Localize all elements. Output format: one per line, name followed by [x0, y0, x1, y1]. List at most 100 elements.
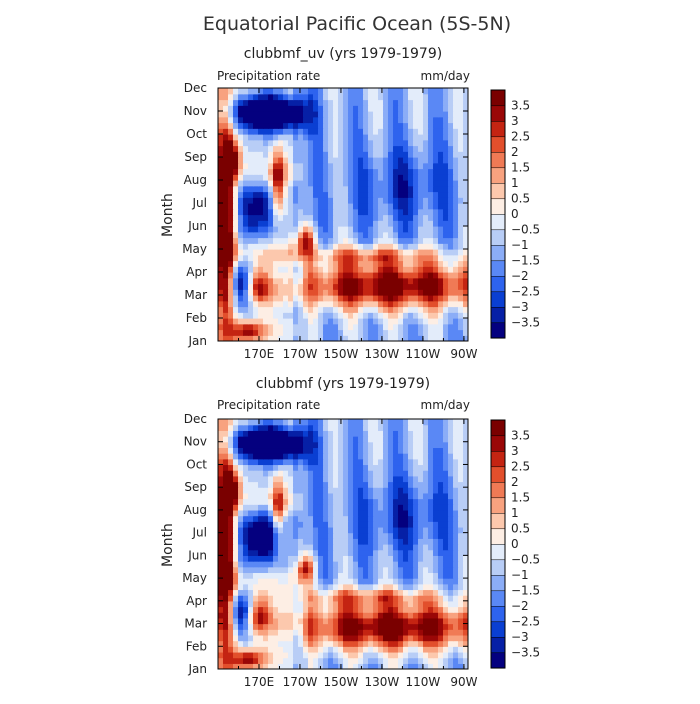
heatmap-cell	[383, 295, 389, 302]
heatmap-cell	[258, 487, 264, 494]
heatmap-cell	[223, 470, 229, 477]
heatmap-cell	[443, 300, 449, 308]
heatmap-cell	[223, 481, 229, 488]
heatmap-cell	[338, 128, 344, 135]
heatmap-cell	[263, 312, 269, 319]
heatmap-cell	[378, 266, 384, 273]
heatmap-cell	[428, 475, 434, 483]
heatmap-cell	[313, 122, 319, 129]
heatmap-cell	[238, 532, 244, 539]
heatmap-cell	[313, 640, 319, 647]
heatmap-cell	[258, 191, 264, 198]
colorbar-swatch	[490, 450, 506, 468]
heatmap-cell	[303, 168, 309, 175]
heatmap-cell	[463, 651, 468, 659]
heatmap-cell	[303, 260, 309, 267]
heatmap-cell	[338, 180, 344, 187]
heatmap-cell	[253, 538, 259, 545]
heatmap-cell	[333, 243, 339, 250]
heatmap-cell	[243, 634, 249, 642]
heatmap-cell	[333, 306, 339, 313]
heatmap-cell	[438, 174, 444, 181]
heatmap-cell	[283, 623, 289, 630]
heatmap-cell	[283, 651, 289, 659]
heatmap-cell	[268, 249, 274, 256]
heatmap-cell	[258, 122, 264, 129]
heatmap-cell	[418, 329, 424, 336]
heatmap-cell	[368, 538, 374, 545]
heatmap-cell	[303, 600, 309, 608]
heatmap-cell	[338, 283, 344, 290]
heatmap-cell	[308, 174, 314, 181]
heatmap-cell	[358, 549, 364, 556]
heatmap-cell	[383, 617, 389, 625]
heatmap-cell	[448, 323, 454, 331]
heatmap-cell	[413, 277, 419, 285]
heatmap-cell	[248, 521, 254, 528]
heatmap-cell	[268, 220, 274, 227]
heatmap-cell	[298, 555, 304, 562]
heatmap-cell	[348, 145, 354, 152]
heatmap-cell	[403, 464, 409, 471]
heatmap-cell	[383, 453, 389, 460]
heatmap-cell	[298, 151, 304, 158]
heatmap-cell	[463, 157, 468, 164]
heatmap-cell	[348, 266, 354, 273]
heatmap-cell	[233, 532, 239, 539]
heatmap-cell	[218, 538, 224, 545]
heatmap-cell	[343, 561, 349, 568]
heatmap-cell	[443, 243, 449, 250]
heatmap-cell	[393, 105, 399, 112]
heatmap-cell	[343, 544, 349, 551]
heatmap-cell	[318, 566, 324, 574]
heatmap-cell	[263, 145, 269, 152]
heatmap-cell	[408, 162, 414, 170]
heatmap-cell	[228, 509, 234, 517]
heatmap-cell	[433, 134, 439, 141]
heatmap-cell	[288, 521, 294, 528]
heatmap-cell	[453, 116, 459, 124]
heatmap-cell	[338, 595, 344, 602]
heatmap-cell	[313, 226, 319, 233]
heatmap-cell	[358, 441, 364, 449]
heatmap-cell	[338, 237, 344, 244]
heatmap-cell	[303, 318, 309, 325]
heatmap-cell	[433, 617, 439, 625]
heatmap-cell	[313, 185, 319, 193]
heatmap-cell	[328, 162, 334, 170]
heatmap-cell	[333, 424, 339, 431]
heatmap-cell	[323, 583, 329, 591]
heatmap-cell	[443, 532, 449, 539]
heatmap-cell	[323, 492, 329, 500]
heatmap-cell	[238, 663, 244, 669]
heatmap-cell	[383, 589, 389, 596]
heatmap-cell	[393, 544, 399, 551]
heatmap-cell	[448, 612, 454, 619]
heatmap-cell	[278, 116, 284, 124]
heatmap-cell	[418, 243, 424, 250]
heatmap-cell	[353, 260, 359, 267]
heatmap-cell	[283, 174, 289, 181]
heatmap-cell	[418, 174, 424, 181]
heatmap-cell	[303, 424, 309, 431]
heatmap-cell	[393, 122, 399, 129]
heatmap-cell	[278, 191, 284, 198]
heatmap-cell	[268, 157, 274, 164]
heatmap-cell	[368, 646, 374, 653]
heatmap-cell	[248, 168, 254, 175]
heatmap-cell	[248, 606, 254, 613]
heatmap-cell	[443, 453, 449, 460]
heatmap-cell	[398, 243, 404, 250]
heatmap-cell	[288, 634, 294, 642]
heatmap-cell	[443, 544, 449, 551]
heatmap-cell	[298, 312, 304, 319]
heatmap-cell	[353, 515, 359, 522]
colorbar-label: −0.5	[511, 553, 540, 567]
heatmap-cell	[463, 208, 468, 216]
heatmap-cell	[358, 168, 364, 175]
heatmap-cell	[293, 329, 299, 336]
heatmap-cell	[218, 561, 224, 568]
heatmap-cell	[298, 157, 304, 164]
heatmap-cell	[243, 111, 249, 118]
heatmap-cell	[398, 629, 404, 636]
